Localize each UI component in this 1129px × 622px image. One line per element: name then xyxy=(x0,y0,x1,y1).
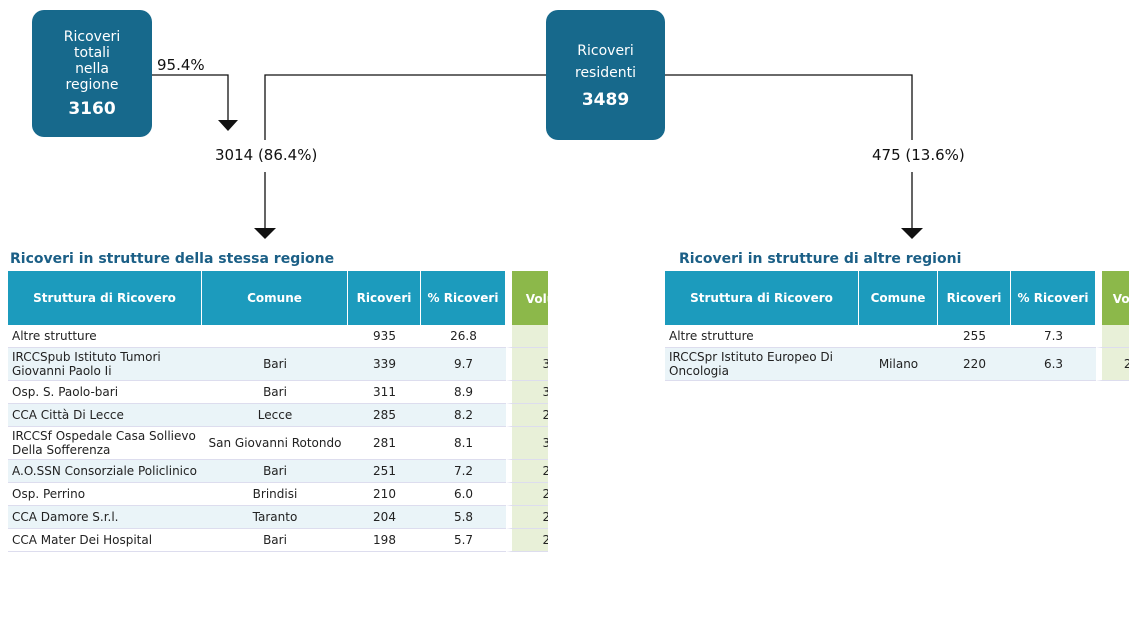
cell: 7.2 xyxy=(421,460,506,483)
cell: Bari xyxy=(202,529,348,552)
cell: Lecce xyxy=(202,404,348,427)
header-cell: Ricoveri xyxy=(938,271,1011,325)
cell: Osp. Perrino xyxy=(8,483,202,506)
cell: 285 xyxy=(348,404,421,427)
cell: - xyxy=(506,325,548,348)
cell: Altre strutture xyxy=(665,325,859,348)
cell: IRCCSpr Istituto Europeo Di Oncologia xyxy=(665,348,859,381)
cell: IRCCSf Ospedale Casa Sollievo Della Soff… xyxy=(8,427,202,460)
cell: CCA Città Di Lecce xyxy=(8,404,202,427)
cell: 5.8 xyxy=(421,506,506,529)
row: IRCCSpub Istituto Tumori Giovanni Paolo … xyxy=(8,348,548,381)
cell: Osp. S. Paolo-bari xyxy=(8,381,202,404)
connectors xyxy=(152,74,923,239)
header-row: Struttura di Ricovero Comune Ricoveri% Ric… xyxy=(8,271,548,325)
box-label: Ricoveri totali nella regione xyxy=(63,28,121,93)
flow-label: 475 (13.6%) xyxy=(872,146,965,164)
cell: CCA Damore S.r.l. xyxy=(8,506,202,529)
cell: A.O.SSN Consorziale Policlinico xyxy=(8,460,202,483)
cell: 289 xyxy=(506,404,548,427)
cell: Bari xyxy=(202,348,348,381)
cell: 6.3 xyxy=(1011,348,1096,381)
row: A.O.SSN Consorziale Policlinico Bari 251 7.… xyxy=(8,460,548,483)
cell: 204 xyxy=(348,506,421,529)
cell: Milano xyxy=(859,348,938,381)
table-title: Ricoveri in strutture della stessa regio… xyxy=(10,251,335,267)
box-value: 3160 xyxy=(68,98,116,119)
cell: 6.0 xyxy=(421,483,506,506)
cell: 8.9 xyxy=(421,381,506,404)
cell: 2,886 xyxy=(1096,348,1129,381)
cell: 208 xyxy=(506,506,548,529)
header-cell: Volume* xyxy=(506,271,548,325)
cell: - xyxy=(1096,325,1129,348)
table: Struttura di Ricovero Comune Ricoveri% Ric… xyxy=(8,271,548,552)
header-cell: Struttura di Ricovero xyxy=(8,271,202,325)
cell: 333 xyxy=(506,427,548,460)
box-residents: Ricoveri residenti 3489 xyxy=(546,10,665,140)
cell: 320 xyxy=(506,381,548,404)
cell: 259 xyxy=(506,460,548,483)
cell: 220 xyxy=(938,348,1011,381)
cell: Bari xyxy=(202,460,348,483)
table-title: Ricoveri in strutture di altre regioni xyxy=(679,251,962,267)
box-value: 3489 xyxy=(581,90,630,110)
cell: San Giovanni Rotondo xyxy=(202,427,348,460)
cell: IRCCSpub Istituto Tumori Giovanni Paolo … xyxy=(8,348,202,381)
cell: 281 xyxy=(348,427,421,460)
cell: CCA Mater Dei Hospital xyxy=(8,529,202,552)
row: IRCCSf Ospedale Casa Sollievo Della Soff… xyxy=(8,427,548,460)
row: IRCCSpr Istituto Europeo Di Oncologia Mil… xyxy=(665,348,1129,381)
cell: 210 xyxy=(506,483,548,506)
table-wrap: Struttura di Ricovero Comune Ricoveri% Ric… xyxy=(665,271,1129,622)
cell: Altre strutture xyxy=(8,325,202,348)
header-cell: Volume* xyxy=(1096,271,1129,325)
cell: 255 xyxy=(938,325,1011,348)
cell: 339 xyxy=(348,348,421,381)
cell: Taranto xyxy=(202,506,348,529)
header-cell: Ricoveri xyxy=(348,271,421,325)
box-label: Ricoveri residenti xyxy=(575,43,636,81)
table: Struttura di Ricovero Comune Ricoveri% Ric… xyxy=(665,271,1129,381)
cell: 213 xyxy=(506,529,548,552)
cell: 352 xyxy=(506,348,548,381)
cell: Bari xyxy=(202,381,348,404)
cell: 198 xyxy=(348,529,421,552)
box-total: Ricoveri totali nella regione 3160 xyxy=(32,10,152,137)
cell xyxy=(859,325,938,348)
table-wrap: Struttura di Ricovero Comune Ricoveri% Ric… xyxy=(8,271,548,622)
cell: Brindisi xyxy=(202,483,348,506)
cell xyxy=(202,325,348,348)
header-cell: % Ricoveri xyxy=(1011,271,1096,325)
header-cell: Struttura di Ricovero xyxy=(665,271,859,325)
cell: 8.2 xyxy=(421,404,506,427)
cell: 210 xyxy=(348,483,421,506)
header-cell: Comune xyxy=(202,271,348,325)
cell: 5.7 xyxy=(421,529,506,552)
cell: 311 xyxy=(348,381,421,404)
cell: 8.1 xyxy=(421,427,506,460)
header-cell: % Ricoveri xyxy=(421,271,506,325)
header-row: Struttura di Ricovero Comune Ricoveri% Ric… xyxy=(665,271,1129,325)
cell: 251 xyxy=(348,460,421,483)
flow-label: 95.4% xyxy=(157,56,205,74)
flow-label: 3014 (86.4%) xyxy=(215,146,318,164)
cell: 7.3 xyxy=(1011,325,1096,348)
cell: 935 xyxy=(348,325,421,348)
cell: 26.8 xyxy=(421,325,506,348)
cell: 9.7 xyxy=(421,348,506,381)
header-cell: Comune xyxy=(859,271,938,325)
